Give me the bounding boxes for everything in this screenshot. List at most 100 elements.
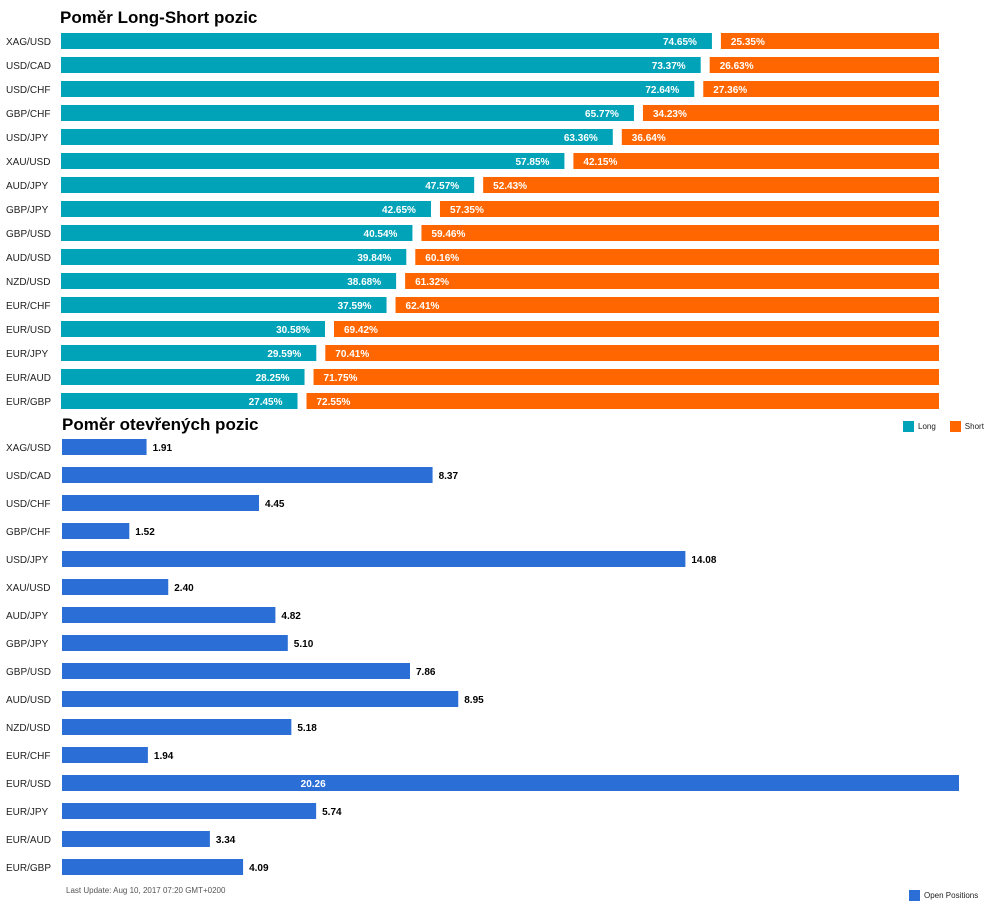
open-value-label: 4.45 [265, 499, 285, 510]
open-category-label: GBP/USD [6, 667, 51, 678]
short-value-label: 27.36% [713, 85, 747, 96]
ratio-category-label: GBP/USD [6, 229, 51, 240]
long-value-label: 29.59% [267, 349, 301, 360]
short-bar [621, 129, 939, 145]
ratio-category-label: XAU/USD [6, 157, 50, 168]
ratio-legend: Long Short [903, 421, 984, 432]
short-value-label: 34.23% [653, 109, 687, 120]
open-bar [62, 523, 130, 539]
open-category-label: EUR/USD [6, 779, 51, 790]
open-value-label: 8.95 [464, 695, 484, 706]
open-value-label: 1.91 [153, 443, 173, 454]
short-value-label: 57.35% [450, 205, 484, 216]
open-bar [62, 495, 260, 511]
short-value-label: 70.41% [335, 349, 369, 360]
last-update-text: Last Update: Aug 10, 2017 07:20 GMT+0200 [66, 886, 226, 895]
short-bar [405, 273, 939, 289]
short-value-label: 72.55% [317, 397, 351, 408]
open-category-label: EUR/JPY [6, 807, 49, 818]
long-value-label: 73.37% [652, 61, 686, 72]
open-category-label: USD/CAD [6, 471, 51, 482]
long-value-label: 28.25% [256, 373, 290, 384]
long-value-label: 38.68% [347, 277, 381, 288]
open-legend: Open Positions [909, 890, 978, 901]
short-bar [395, 297, 940, 313]
long-value-label: 39.84% [357, 253, 391, 264]
open-value-label: 20.26 [301, 779, 326, 790]
ratio-category-label: GBP/CHF [6, 109, 50, 120]
open-bar [62, 467, 433, 483]
open-category-label: NZD/USD [6, 723, 50, 734]
open-bar [62, 803, 317, 819]
open-bar [62, 551, 686, 567]
long-value-label: 57.85% [516, 157, 550, 168]
legend-short-label: Short [964, 422, 984, 431]
short-bar [439, 201, 939, 217]
long-value-label: 42.65% [382, 205, 416, 216]
long-value-label: 40.54% [364, 229, 398, 240]
open-value-label: 3.34 [216, 835, 236, 846]
legend-short-swatch [949, 421, 961, 432]
long-bar [61, 393, 298, 409]
ratio-category-label: AUD/JPY [6, 181, 49, 192]
short-value-label: 26.63% [720, 61, 754, 72]
short-bar [720, 33, 939, 49]
open-value-label: 2.40 [174, 583, 194, 594]
ratio-category-label: NZD/USD [6, 277, 50, 288]
long-bar [61, 177, 475, 193]
open-category-label: EUR/CHF [6, 751, 50, 762]
short-value-label: 69.42% [344, 325, 378, 336]
open-category-label: EUR/GBP [6, 863, 51, 874]
ratio-category-label: XAG/USD [6, 37, 51, 48]
open-category-label: AUD/JPY [6, 611, 49, 622]
open-value-label: 7.86 [416, 667, 436, 678]
short-bar [421, 225, 940, 241]
long-bar [61, 297, 387, 313]
open-category-label: USD/CHF [6, 499, 50, 510]
open-bar [62, 579, 169, 595]
open-bar [62, 831, 210, 847]
long-bar [61, 273, 397, 289]
short-value-label: 52.43% [493, 181, 527, 192]
long-bar [61, 105, 634, 121]
open-category-label: EUR/AUD [6, 835, 51, 846]
long-bar [61, 201, 431, 217]
open-chart-title: Poměr otevřených pozic [62, 415, 259, 434]
ratio-category-label: EUR/CHF [6, 301, 50, 312]
ratio-category-label: AUD/USD [6, 253, 51, 264]
open-bar [62, 775, 959, 791]
ratio-category-label: EUR/GBP [6, 397, 51, 408]
short-value-label: 25.35% [731, 37, 765, 48]
ratio-category-label: USD/CAD [6, 61, 51, 72]
open-category-label: AUD/USD [6, 695, 51, 706]
open-value-label: 5.18 [297, 723, 317, 734]
long-bar [61, 57, 701, 73]
short-bar [306, 393, 939, 409]
open-category-label: GBP/JPY [6, 639, 49, 650]
legend-open-label: Open Positions [924, 891, 979, 900]
short-bar [313, 369, 939, 385]
open-value-label: 8.37 [439, 471, 459, 482]
open-value-label: 4.82 [281, 611, 301, 622]
short-bar [703, 81, 939, 97]
open-category-label: XAG/USD [6, 443, 51, 454]
ratio-category-label: USD/JPY [6, 133, 49, 144]
long-value-label: 47.57% [425, 181, 459, 192]
short-value-label: 71.75% [324, 373, 358, 384]
long-bar [61, 129, 613, 145]
open-bar [62, 691, 459, 707]
short-value-label: 36.64% [632, 133, 666, 144]
open-value-label: 14.08 [691, 555, 716, 566]
long-value-label: 65.77% [585, 109, 619, 120]
open-value-label: 5.10 [294, 639, 314, 650]
open-category-label: GBP/CHF [6, 527, 50, 538]
long-value-label: 63.36% [564, 133, 598, 144]
long-value-label: 37.59% [338, 301, 372, 312]
short-bar [709, 57, 939, 73]
long-bar [61, 81, 695, 97]
short-bar [325, 345, 940, 361]
open-value-label: 1.94 [154, 751, 174, 762]
open-category-label: USD/JPY [6, 555, 49, 566]
long-value-label: 74.65% [663, 37, 697, 48]
